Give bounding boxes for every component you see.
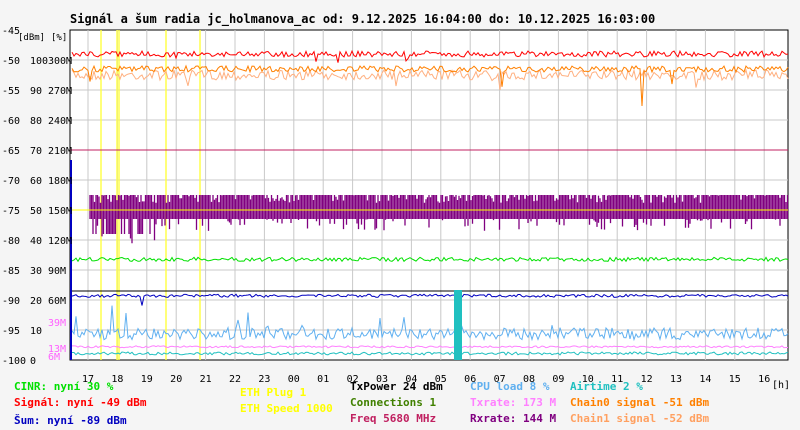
x-tick-label: 04 bbox=[405, 374, 417, 385]
y-speed-tick-label: 300M bbox=[48, 56, 72, 67]
airtime-line bbox=[72, 351, 789, 356]
x-tick-label: 12 bbox=[641, 374, 653, 385]
unit-label-right: [%] bbox=[51, 33, 67, 43]
y-pct-tick-label: 0 bbox=[30, 356, 36, 367]
x-tick-label: 19 bbox=[141, 374, 153, 385]
y-pct-tick-label: 10 bbox=[30, 326, 42, 337]
y-dbm-tick-label: -65 bbox=[2, 146, 20, 157]
x-unit-label: [h] bbox=[772, 380, 790, 391]
y-pct-tick-label: 70 bbox=[30, 146, 42, 157]
legend-entry: Chain0 signal -51 dBm bbox=[570, 396, 710, 409]
y-dbm-tick-label: -45 bbox=[2, 26, 20, 37]
legend-entry: Signál: nyní -49 dBm bbox=[14, 396, 147, 409]
y-speed-tick-label: 13M bbox=[48, 344, 66, 355]
y-speed-tick-label: 150M bbox=[48, 206, 72, 217]
y-speed-tick-label: 39M bbox=[48, 318, 66, 329]
y-pct-tick-label: 40 bbox=[30, 236, 42, 247]
y-pct-tick-label: 100 bbox=[30, 56, 48, 67]
x-tick-label: 21 bbox=[200, 374, 212, 385]
legend-entry: CINR: nyní 30 % bbox=[14, 380, 114, 393]
y-pct-tick-label: 20 bbox=[30, 296, 42, 307]
y-speed-tick-label: 6M bbox=[48, 352, 60, 363]
chain0-signal-line bbox=[71, 64, 789, 107]
x-tick-label: 23 bbox=[258, 374, 270, 385]
x-tick-label: 18 bbox=[111, 374, 123, 385]
x-tick-label: 22 bbox=[229, 374, 241, 385]
y-pct-tick-label: 90 bbox=[30, 86, 42, 97]
x-tick-label: 13 bbox=[670, 374, 682, 385]
legend-entry: TxPower 24 dBm bbox=[350, 380, 443, 393]
legend-entry: Airtime 2 % bbox=[570, 380, 643, 393]
chain1-signal-line bbox=[71, 68, 789, 90]
x-tick-label: 01 bbox=[317, 374, 329, 385]
y-pct-tick-label: 30 bbox=[30, 266, 42, 277]
y-dbm-tick-label: -100 bbox=[2, 356, 26, 367]
chart-title: Signál a šum radia jc_holmanova_ac od: 9… bbox=[70, 12, 655, 27]
y-dbm-tick-label: -50 bbox=[2, 56, 20, 67]
y-pct-tick-label: 50 bbox=[30, 206, 42, 217]
legend-entry: ETH Plug 1 bbox=[240, 386, 307, 399]
x-tick-label: 02 bbox=[347, 374, 359, 385]
cpu-load-line bbox=[71, 305, 789, 342]
y-axis-ticks: -45-50-55-60-65-70-75-80-85-90-95-100100… bbox=[2, 26, 72, 367]
y-speed-tick-label: 270M bbox=[48, 86, 72, 97]
x-tick-label: 05 bbox=[435, 374, 447, 385]
x-tick-label: 10 bbox=[582, 374, 594, 385]
y-dbm-tick-label: -75 bbox=[2, 206, 20, 217]
y-speed-tick-label: 240M bbox=[48, 116, 72, 127]
y-speed-tick-label: 210M bbox=[48, 146, 72, 157]
legend-entry: Freq 5680 MHz bbox=[350, 412, 437, 425]
cpu-spike bbox=[454, 290, 462, 360]
y-speed-tick-label: 90M bbox=[48, 266, 66, 277]
legend-entry: ETH Speed 1000 bbox=[240, 402, 333, 415]
txrate-line bbox=[72, 345, 788, 349]
x-tick-label: 03 bbox=[376, 374, 388, 385]
legend-entry: Rxrate: 144 M bbox=[470, 412, 557, 425]
y-dbm-tick-label: -90 bbox=[2, 296, 20, 307]
y-pct-tick-label: 80 bbox=[30, 116, 42, 127]
cinr-line bbox=[71, 256, 789, 263]
x-tick-label: 09 bbox=[552, 374, 564, 385]
y-dbm-tick-label: -60 bbox=[2, 116, 20, 127]
legend-entry: Connections 1 bbox=[350, 396, 437, 409]
x-tick-label: 07 bbox=[494, 374, 506, 385]
y-dbm-tick-label: -85 bbox=[2, 266, 20, 277]
y-speed-tick-label: 120M bbox=[48, 236, 72, 247]
x-tick-label: 00 bbox=[288, 374, 300, 385]
signal-line bbox=[71, 49, 789, 63]
x-tick-label: 16 bbox=[758, 374, 770, 385]
x-tick-label: 15 bbox=[729, 374, 741, 385]
legend-entry: Chain1 signal -52 dBm bbox=[570, 412, 710, 425]
y-dbm-tick-label: -55 bbox=[2, 86, 20, 97]
series-group bbox=[70, 49, 789, 360]
x-tick-label: 14 bbox=[699, 374, 711, 385]
x-tick-label: 17 bbox=[82, 374, 94, 385]
legend-entry: CPU load 8 % bbox=[470, 380, 550, 393]
y-dbm-tick-label: -95 bbox=[2, 326, 20, 337]
unit-label-left: [dBm] bbox=[18, 33, 45, 43]
x-axis-ticks: 17 18 19 20 21 22 23 00 01 02 03 04 05 06 07 08 09 10 11 12… bbox=[82, 374, 770, 385]
y-pct-tick-label: 60 bbox=[30, 176, 42, 187]
y-speed-tick-label: 60M bbox=[48, 296, 66, 307]
y-speed-tick-label: 180M bbox=[48, 176, 72, 187]
noise-line bbox=[71, 293, 789, 306]
y-dbm-tick-label: -70 bbox=[2, 176, 20, 187]
x-tick-label: 06 bbox=[464, 374, 476, 385]
y-dbm-tick-label: -80 bbox=[2, 236, 20, 247]
x-tick-label: 11 bbox=[611, 374, 623, 385]
x-tick-label: 20 bbox=[170, 374, 182, 385]
legend-entry: Šum: nyní -89 dBm bbox=[14, 414, 127, 427]
x-tick-label: 08 bbox=[523, 374, 535, 385]
legend-entry: Txrate: 173 M bbox=[470, 396, 557, 409]
